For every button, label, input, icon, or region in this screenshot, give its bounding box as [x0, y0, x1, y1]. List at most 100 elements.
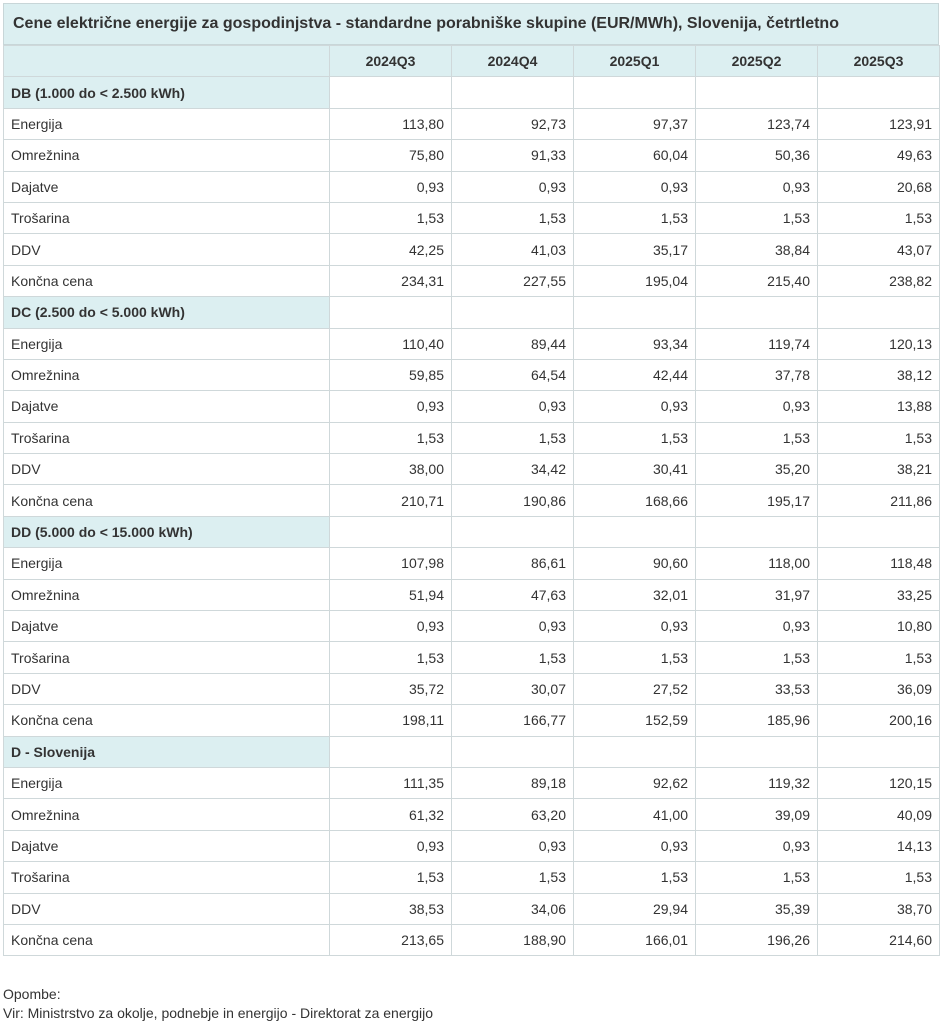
value-cell: 188,90: [451, 923, 574, 957]
group-blank-cell: [695, 515, 818, 549]
value-cell: 42,44: [573, 358, 696, 392]
group-blank-cell: [695, 735, 818, 768]
value-cell: 0,93: [573, 170, 696, 203]
value-cell: 120,15: [817, 766, 940, 800]
row-label: DDV: [3, 233, 330, 266]
value-cell: 1,53: [573, 861, 696, 894]
value-cell: 120,13: [817, 327, 940, 360]
value-cell: 36,09: [817, 672, 940, 706]
group-label: DD (5.000 do < 15.000 kWh): [3, 515, 330, 549]
value-cell: 10,80: [817, 610, 940, 643]
value-cell: 61,32: [329, 798, 452, 831]
value-cell: 1,53: [573, 201, 696, 235]
value-cell: 166,01: [573, 923, 696, 957]
table-row: Končna cena 234,31 227,55 195,04 215,40 238,8…: [3, 264, 940, 298]
row-label: Dajatve: [3, 610, 330, 643]
table-body: DB (1.000 do < 2.500 kWh) Energija 113,80 9…: [3, 76, 940, 957]
value-cell: 89,44: [451, 327, 574, 360]
group-blank-cell: [573, 735, 696, 768]
value-cell: 119,74: [695, 327, 818, 360]
value-cell: 42,25: [329, 233, 452, 266]
value-cell: 213,65: [329, 923, 452, 957]
row-label: Končna cena: [3, 484, 330, 517]
row-label: Dajatve: [3, 170, 330, 203]
value-cell: 35,20: [695, 453, 818, 486]
group-blank-cell: [573, 76, 696, 109]
table-row: Energija 111,35 89,18 92,62 119,32 120,15: [3, 766, 940, 800]
value-cell: 34,42: [451, 453, 574, 486]
table-row: Trošarina 1,53 1,53 1,53 1,53 1,53: [3, 421, 940, 455]
value-cell: 0,93: [329, 170, 452, 203]
value-cell: 37,78: [695, 358, 818, 392]
value-cell: 41,03: [451, 233, 574, 266]
value-cell: 1,53: [817, 641, 940, 674]
value-cell: 86,61: [451, 547, 574, 580]
value-cell: 33,25: [817, 578, 940, 612]
value-cell: 0,93: [573, 610, 696, 643]
value-cell: 1,53: [695, 641, 818, 674]
value-cell: 0,93: [451, 829, 574, 863]
group-blank-cell: [573, 296, 696, 329]
row-label: DDV: [3, 672, 330, 706]
value-cell: 118,48: [817, 547, 940, 580]
value-cell: 50,36: [695, 139, 818, 172]
value-cell: 0,93: [695, 610, 818, 643]
table-row: Dajatve 0,93 0,93 0,93 0,93 14,13: [3, 829, 940, 863]
value-cell: 90,60: [573, 547, 696, 580]
value-cell: 0,93: [573, 390, 696, 423]
value-cell: 123,74: [695, 107, 818, 141]
value-cell: 1,53: [329, 201, 452, 235]
group-blank-cell: [817, 735, 940, 768]
table-row: Omrežnina 51,94 47,63 32,01 31,97 33,25: [3, 578, 940, 612]
value-cell: 118,00: [695, 547, 818, 580]
value-cell: 198,11: [329, 704, 452, 737]
column-header: 2025Q1: [573, 44, 696, 78]
value-cell: 111,35: [329, 766, 452, 800]
value-cell: 43,07: [817, 233, 940, 266]
value-cell: 31,97: [695, 578, 818, 612]
value-cell: 238,82: [817, 264, 940, 298]
value-cell: 63,20: [451, 798, 574, 831]
value-cell: 20,68: [817, 170, 940, 203]
table-row: Energija 107,98 86,61 90,60 118,00 118,48: [3, 547, 940, 580]
value-cell: 29,94: [573, 892, 696, 925]
table-row: Dajatve 0,93 0,93 0,93 0,93 13,88: [3, 390, 940, 423]
table-row: Omrežnina 59,85 64,54 42,44 37,78 38,12: [3, 358, 940, 392]
value-cell: 211,86: [817, 484, 940, 517]
value-cell: 92,62: [573, 766, 696, 800]
value-cell: 38,53: [329, 892, 452, 925]
value-cell: 35,39: [695, 892, 818, 925]
row-label: Energija: [3, 327, 330, 360]
group-blank-cell: [329, 515, 452, 549]
value-cell: 1,53: [817, 421, 940, 455]
table-row: Omrežnina 75,80 91,33 60,04 50,36 49,63: [3, 139, 940, 172]
value-cell: 35,17: [573, 233, 696, 266]
table-row: Dajatve 0,93 0,93 0,93 0,93 10,80: [3, 610, 940, 643]
value-cell: 214,60: [817, 923, 940, 957]
value-cell: 119,32: [695, 766, 818, 800]
value-cell: 64,54: [451, 358, 574, 392]
row-label: Trošarina: [3, 201, 330, 235]
value-cell: 1,53: [573, 641, 696, 674]
group-blank-cell: [329, 296, 452, 329]
value-cell: 35,72: [329, 672, 452, 706]
value-cell: 210,71: [329, 484, 452, 517]
group-header-row: DD (5.000 do < 15.000 kWh): [3, 515, 940, 549]
value-cell: 47,63: [451, 578, 574, 612]
value-cell: 195,17: [695, 484, 818, 517]
value-cell: 1,53: [329, 861, 452, 894]
value-cell: 107,98: [329, 547, 452, 580]
row-label: Omrežnina: [3, 798, 330, 831]
value-cell: 30,07: [451, 672, 574, 706]
value-cell: 0,93: [695, 390, 818, 423]
value-cell: 1,53: [329, 641, 452, 674]
value-cell: 1,53: [451, 421, 574, 455]
value-cell: 0,93: [695, 170, 818, 203]
value-cell: 75,80: [329, 139, 452, 172]
table-row: Trošarina 1,53 1,53 1,53 1,53 1,53: [3, 861, 940, 894]
value-cell: 51,94: [329, 578, 452, 612]
value-cell: 0,93: [451, 610, 574, 643]
table-row: DDV 42,25 41,03 35,17 38,84 43,07: [3, 233, 940, 266]
group-label: D - Slovenija: [3, 735, 330, 768]
value-cell: 123,91: [817, 107, 940, 141]
